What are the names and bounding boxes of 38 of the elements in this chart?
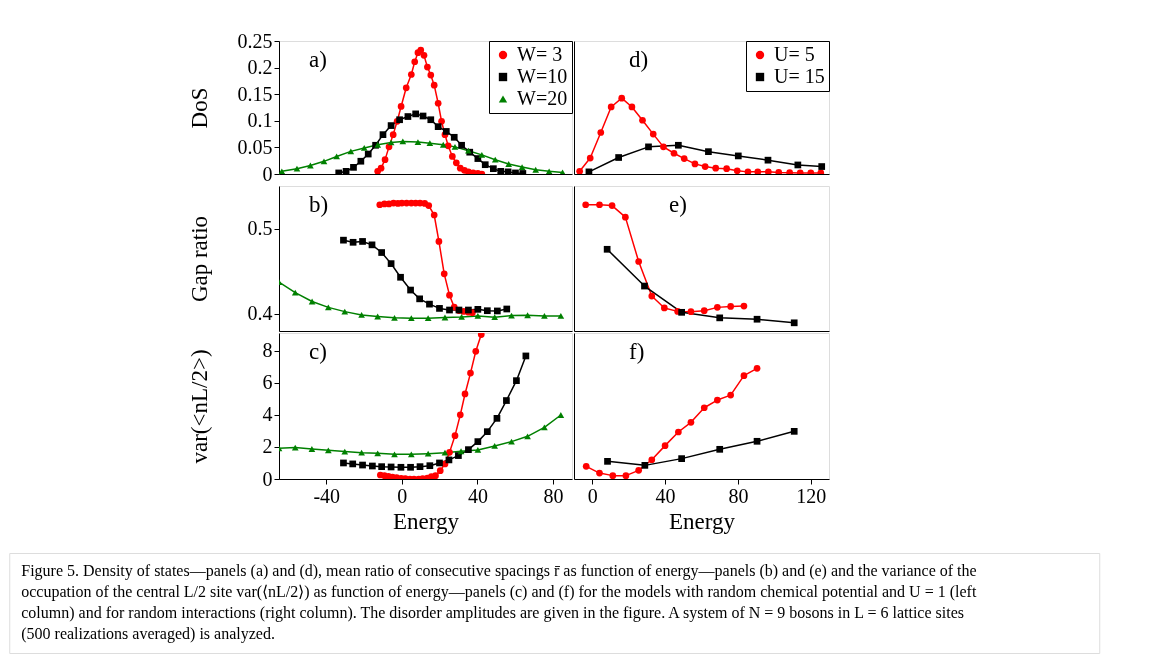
x-axis-title: Energy (668, 508, 736, 534)
legend-label: W= 3 (517, 43, 563, 65)
y-tick-label: 8 (262, 339, 273, 362)
x-tick-label: 120 (796, 484, 827, 507)
x-tick-label: 80 (728, 484, 749, 507)
annotation: f) (629, 339, 645, 364)
x-tick-label: 40 (655, 484, 676, 507)
annotation: e) (669, 192, 687, 217)
x-tick-label: 0 (587, 484, 598, 507)
x-tick-label: 80 (543, 484, 564, 507)
x-tick-label: 0 (397, 484, 408, 507)
y-tick-label: 0.2 (247, 56, 273, 79)
annotation: c) (309, 339, 327, 364)
legend-label: W=10 (517, 65, 568, 87)
legend-label: U= 15 (774, 65, 825, 87)
y-axis-title: var(<nL/2>) (186, 349, 212, 464)
annotation: d) (629, 47, 649, 72)
annotation: b) (309, 192, 329, 217)
x-axis-title: Energy (392, 508, 460, 534)
y-tick-label: 0.25 (237, 29, 273, 52)
y-tick-label: 0 (262, 162, 273, 185)
annotation: a) (309, 47, 327, 72)
y-axis-title: DoS (186, 87, 212, 129)
legend-label: U= 5 (774, 43, 815, 65)
y-tick-label: 6 (262, 371, 273, 394)
y-tick-label: 2 (262, 435, 273, 458)
legend-label: W=20 (517, 87, 568, 109)
x-tick-label: -40 (313, 484, 341, 507)
y-tick-label: 0.05 (237, 135, 273, 158)
y-tick-label: 0 (262, 467, 273, 490)
y-axis-title: Gap ratio (186, 215, 212, 303)
caption: Figure 5. Density of states—panels (a) and (d), mean ratio of consecutive spacings r̄ as function of energy—panels (b) and (e) and the variance of the occupation of the central L/2 site var(⟨nL/2⟩) as function of energy—panels (c) and (f) for the models with random chemical potential and U = 1 (left column) and for random interactions (right column). The disorder amplitudes are given in the figure. A system of N = 9 bosons in L = 6 lattice sites (500 realizations averaged) is analyzed. (21, 562, 977, 643)
y-tick-label: 0.15 (237, 82, 273, 105)
y-tick-label: 0.1 (247, 109, 273, 132)
y-tick-label: 4 (262, 403, 273, 426)
x-tick-label: 40 (467, 484, 488, 507)
y-tick-label: 0.4 (247, 302, 273, 325)
y-tick-label: 0.5 (247, 217, 273, 240)
